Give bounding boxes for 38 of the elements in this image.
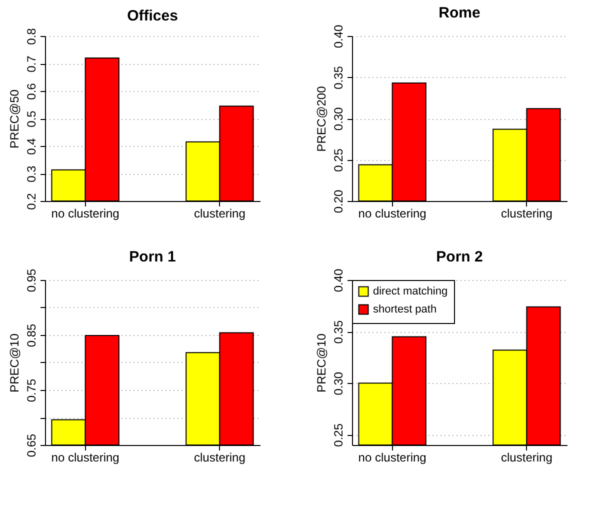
chart-title: Porn 1 [129,248,176,266]
chart-title: Porn 2 [436,248,483,266]
x-tick-label: clustering [194,206,246,220]
y-axis-title: PREC@10 [314,333,328,392]
x-tick-label: no clustering [51,450,120,464]
y-tick-label: 0.2 [24,192,38,210]
chart-title: Offices [127,8,178,25]
y-tick-label: 0.7 [24,55,38,72]
legend-label: direct matching [373,286,448,298]
y-tick-label: 0.40 [332,24,346,48]
y-tick-label: 0.65 [24,434,38,458]
y-tick-label: 0.40 [332,268,346,292]
y-tick-label: 0.20 [332,190,346,214]
x-tick-label: no clustering [358,206,426,220]
y-axis-title: PREC@50 [8,89,22,148]
y-tick-label: 0.25 [332,423,346,447]
x-tick-label: clustering [501,206,552,220]
y-tick-label: 0.25 [332,148,346,172]
y-tick-label: 0.6 [24,82,38,100]
y-tick-label: 0.75 [24,378,38,402]
y-tick-label: 0.3 [24,165,38,182]
x-tick-label: clustering [501,450,552,464]
y-tick-label: 0.30 [332,107,346,131]
x-tick-label: no clustering [358,450,426,464]
chart-title: Rome [438,4,480,22]
y-axis-title: PREC@10 [8,333,22,392]
y-tick-label: 0.95 [24,268,38,292]
y-tick-label: 0.35 [332,320,346,344]
y-tick-label: 0.30 [332,372,346,396]
y-tick-label: 0.4 [24,138,38,155]
x-tick-label: no clustering [51,206,120,220]
y-tick-label: 0.35 [332,66,346,90]
legend-label: shortest path [373,304,437,316]
x-tick-label: clustering [194,450,246,464]
y-axis-title: PREC@200 [314,86,328,152]
y-tick-label: 0.85 [24,324,38,348]
y-tick-label: 0.5 [24,110,38,128]
y-tick-label: 0.8 [24,28,38,45]
